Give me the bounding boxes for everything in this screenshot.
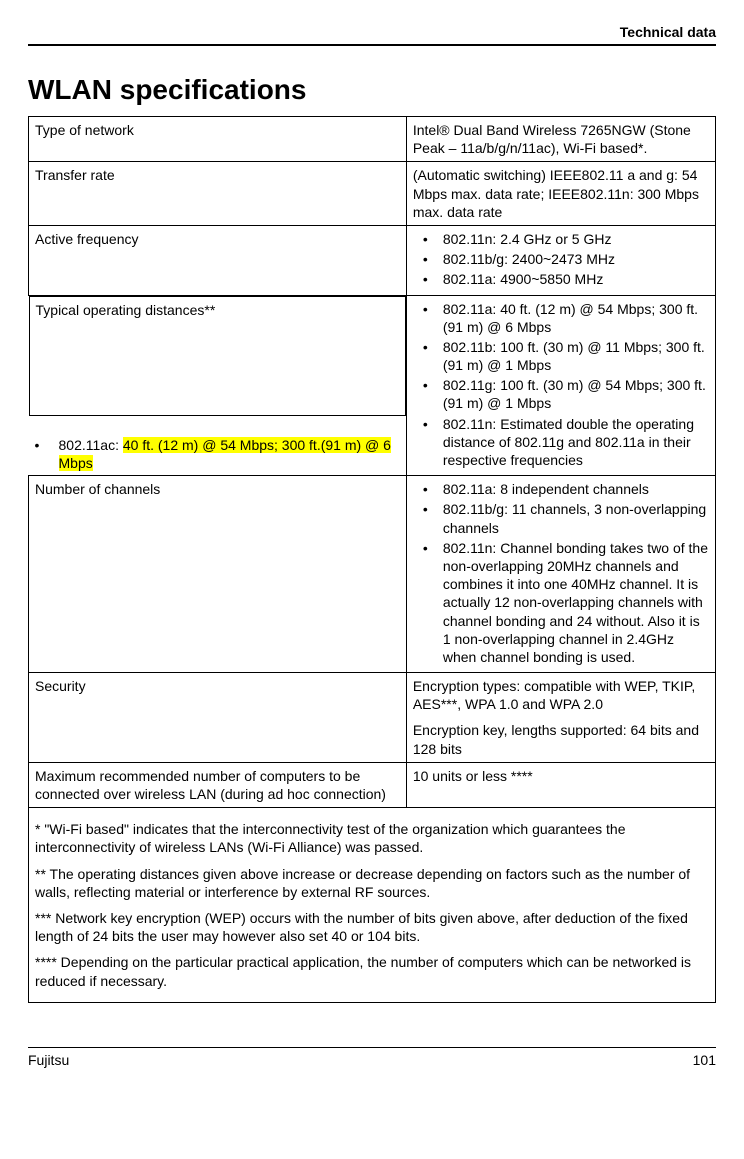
table-row: Active frequency 802.11n: 2.4 GHz or 5 G… [29, 225, 716, 295]
footnotes-cell: * "Wi-Fi based" indicates that the inter… [29, 808, 716, 1003]
inset-note: • 802.11ac: 40 ft. (12 m) @ 54 Mbps; 300… [35, 436, 406, 472]
cell-value: 802.11a: 40 ft. (12 m) @ 54 Mbps; 300 ft… [406, 295, 715, 476]
header-rule [28, 44, 716, 46]
cell-label: Typical operating distances** • 802.11ac… [29, 295, 407, 476]
cell-label: Security [29, 673, 407, 763]
cell-value: (Automatic switching) IEEE802.11 a and g… [406, 162, 715, 226]
cell-value: 802.11a: 8 independent channels 802.11b/… [406, 476, 715, 673]
inset-prefix: 802.11ac: [59, 437, 123, 453]
list-item: 802.11n: 2.4 GHz or 5 GHz [433, 230, 709, 248]
footer-rule [28, 1047, 716, 1048]
cell-label: Active frequency [29, 225, 407, 295]
cell-label: Transfer rate [29, 162, 407, 226]
page-title: WLAN specifications [28, 74, 716, 106]
footnote: * "Wi-Fi based" indicates that the inter… [35, 820, 709, 856]
table-row: Number of channels 802.11a: 8 independen… [29, 476, 716, 673]
table-row: Transfer rate (Automatic switching) IEEE… [29, 162, 716, 226]
list-item: 802.11n: Estimated double the operating … [433, 415, 709, 470]
list-item: 802.11a: 40 ft. (12 m) @ 54 Mbps; 300 ft… [433, 300, 709, 336]
bullet-icon: • [35, 436, 40, 454]
cell-value: Intel® Dual Band Wireless 7265NGW (Stone… [406, 117, 715, 162]
inset-text: 802.11ac: 40 ft. (12 m) @ 54 Mbps; 300 f… [59, 436, 406, 472]
list-item: 802.11a: 4900~5850 MHz [433, 270, 709, 288]
security-line: Encryption key, lengths supported: 64 bi… [413, 721, 709, 757]
cell-label: Number of channels [29, 476, 407, 673]
cell-value: 10 units or less **** [406, 762, 715, 807]
list-item: 802.11g: 100 ft. (30 m) @ 54 Mbps; 300 f… [433, 376, 709, 412]
table-row: Typical operating distances** • 802.11ac… [29, 295, 716, 476]
table-row: Type of network Intel® Dual Band Wireles… [29, 117, 716, 162]
footer-right: 101 [693, 1052, 716, 1068]
page-footer: Fujitsu 101 [28, 1047, 716, 1068]
table-row: Security Encryption types: compatible wi… [29, 673, 716, 763]
cell-label: Maximum recommended number of computers … [29, 762, 407, 807]
cell-label: Type of network [29, 117, 407, 162]
dist-label-box: Typical operating distances** [29, 296, 406, 416]
list-item: 802.11b/g: 2400~2473 MHz [433, 250, 709, 268]
list-item: 802.11a: 8 independent channels [433, 480, 709, 498]
table-row: * "Wi-Fi based" indicates that the inter… [29, 808, 716, 1003]
security-line: Encryption types: compatible with WEP, T… [413, 677, 709, 713]
footer-left: Fujitsu [28, 1052, 69, 1068]
list-item: 802.11n: Channel bonding takes two of th… [433, 539, 709, 666]
cell-value: 802.11n: 2.4 GHz or 5 GHz 802.11b/g: 240… [406, 225, 715, 295]
spec-table: Type of network Intel® Dual Band Wireles… [28, 116, 716, 1003]
footnote: ** The operating distances given above i… [35, 865, 709, 901]
cell-value: Encryption types: compatible with WEP, T… [406, 673, 715, 763]
table-row: Maximum recommended number of computers … [29, 762, 716, 807]
footnote: *** Network key encryption (WEP) occurs … [35, 909, 709, 945]
header-section: Technical data [28, 24, 716, 40]
list-item: 802.11b/g: 11 channels, 3 non-overlappin… [433, 500, 709, 536]
footnote: **** Depending on the particular practic… [35, 953, 709, 989]
list-item: 802.11b: 100 ft. (30 m) @ 11 Mbps; 300 f… [433, 338, 709, 374]
